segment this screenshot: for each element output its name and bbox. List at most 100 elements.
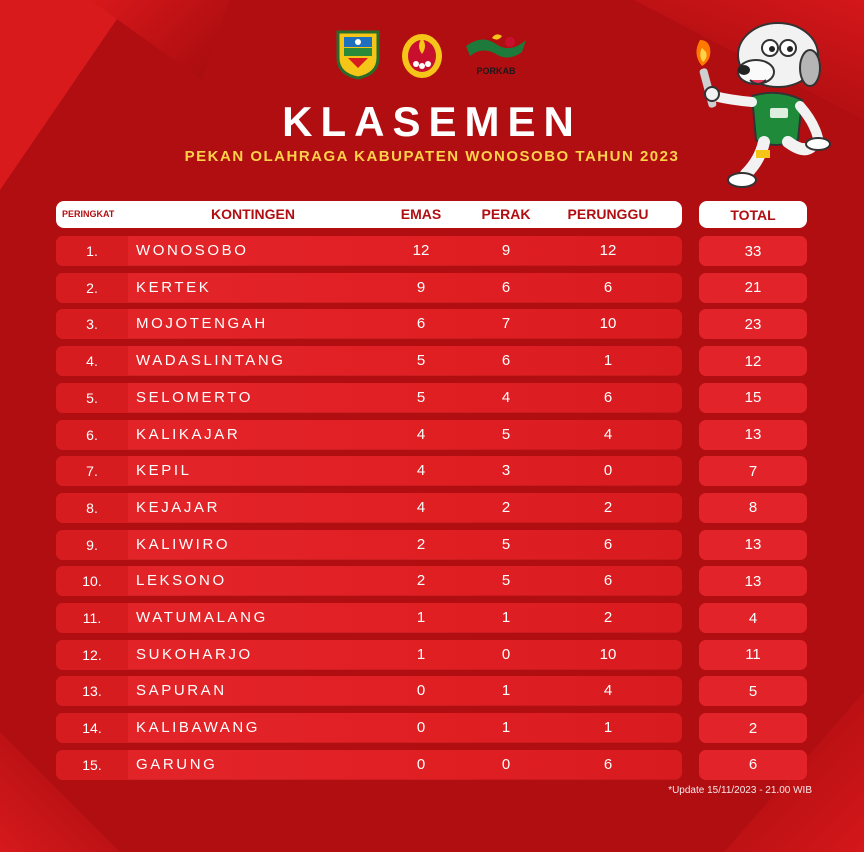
- porkab-logo-icon: PORKAB: [466, 34, 526, 76]
- row-perunggu: 4: [603, 425, 613, 443]
- row-rank: 1.: [56, 236, 128, 266]
- row-main: 14. KALIBAWANG 0 1 1: [56, 713, 682, 744]
- table-row: 3. MOJOTENGAH 6 7 10 23: [0, 309, 864, 340]
- row-main: 13. SAPURAN 0 1 4: [56, 676, 682, 707]
- row-total: 12: [699, 346, 807, 377]
- row-perak: 1: [501, 719, 511, 737]
- row-total: 13: [699, 566, 807, 597]
- row-perak: 6: [501, 352, 511, 370]
- row-perunggu: 6: [603, 572, 613, 590]
- row-perunggu: 10: [599, 645, 617, 663]
- row-perak: 1: [501, 609, 511, 626]
- bg-shape-top-left-inner: [90, 0, 230, 80]
- row-emas: 0: [416, 719, 426, 737]
- table-row: 12. SUKOHARJO 1 0 10 11: [0, 639, 864, 670]
- row-kontingen: SELOMERTO: [136, 388, 254, 406]
- row-main: 7. KEPIL 4 3 0: [56, 456, 682, 487]
- row-main: 8. KEJAJAR 4 2 2: [56, 492, 682, 523]
- row-kontingen: KEPIL: [136, 462, 192, 480]
- row-perunggu: 10: [599, 315, 617, 333]
- row-emas: 1: [416, 609, 426, 626]
- row-kontingen: WADASLINTANG: [136, 352, 286, 370]
- row-total: 6: [699, 749, 807, 780]
- row-perak: 5: [501, 572, 511, 590]
- koni-emblem-icon: [402, 34, 442, 78]
- row-kontingen: LEKSONO: [136, 572, 227, 590]
- row-total: 23: [699, 309, 807, 340]
- row-rank: 8.: [56, 492, 128, 523]
- row-main: 1. WONOSOBO 12 9 12: [56, 236, 682, 266]
- table-row: 1. WONOSOBO 12 9 12 33: [0, 236, 864, 266]
- row-rank: 10.: [56, 566, 128, 597]
- row-main: 6. KALIKAJAR 4 5 4: [56, 419, 682, 450]
- row-main: 5. SELOMERTO 5 4 6: [56, 382, 682, 413]
- row-emas: 5: [416, 352, 426, 370]
- table-row: 4. WADASLINTANG 5 6 1 12: [0, 346, 864, 377]
- row-kontingen: MOJOTENGAH: [136, 315, 268, 333]
- row-kontingen: GARUNG: [136, 755, 218, 773]
- row-kontingen: WATUMALANG: [136, 609, 268, 626]
- row-perak: 4: [501, 388, 511, 406]
- row-emas: 4: [416, 498, 426, 516]
- page-subtitle: PEKAN OLAHRAGA KABUPATEN WONOSOBO TAHUN …: [184, 148, 680, 165]
- row-rank: 9.: [56, 529, 128, 560]
- row-perak: 0: [501, 755, 511, 773]
- table-row: 5. SELOMERTO 5 4 6 15: [0, 382, 864, 413]
- row-total: 7: [699, 456, 807, 487]
- row-rank: 15.: [56, 749, 128, 780]
- table-header: PERINGKAT KONTINGEN EMAS PERAK PERUNGGU: [56, 201, 682, 228]
- row-perunggu: 6: [603, 388, 613, 406]
- row-total: 8: [699, 492, 807, 523]
- row-kontingen: KALIWIRO: [136, 535, 231, 553]
- row-perak: 6: [501, 278, 511, 296]
- row-kontingen: SAPURAN: [136, 682, 227, 700]
- row-rank: 3.: [56, 309, 128, 340]
- row-perunggu: 2: [603, 609, 613, 626]
- row-perunggu: 0: [603, 462, 613, 480]
- row-emas: 0: [416, 755, 426, 773]
- update-note: *Update 15/11/2023 - 21.00 WIB: [668, 785, 812, 796]
- row-total: 13: [699, 419, 807, 450]
- row-main: 9. KALIWIRO 2 5 6: [56, 529, 682, 560]
- row-emas: 4: [416, 425, 426, 443]
- row-rank: 12.: [56, 639, 128, 670]
- row-main: 2. KERTEK 9 6 6: [56, 272, 682, 303]
- table-row: 9. KALIWIRO 2 5 6 13: [0, 529, 864, 560]
- row-total: 13: [699, 529, 807, 560]
- table-row: 8. KEJAJAR 4 2 2 8: [0, 492, 864, 523]
- row-emas: 1: [416, 645, 426, 663]
- row-perak: 5: [501, 535, 511, 553]
- table-row: 7. KEPIL 4 3 0 7: [0, 456, 864, 487]
- row-kontingen: KALIBAWANG: [136, 719, 261, 737]
- row-emas: 2: [416, 535, 426, 553]
- table-row: 14. KALIBAWANG 0 1 1 2: [0, 713, 864, 744]
- row-perak: 3: [501, 462, 511, 480]
- row-emas: 4: [416, 462, 426, 480]
- row-total: 15: [699, 382, 807, 413]
- row-perak: 2: [501, 498, 511, 516]
- logo-bar: PORKAB: [334, 28, 530, 80]
- row-main: 15. GARUNG 0 0 6: [56, 749, 682, 780]
- row-perunggu: 6: [603, 535, 613, 553]
- row-emas: 12: [412, 242, 430, 259]
- table-row: 11. WATUMALANG 1 1 2 4: [0, 603, 864, 633]
- row-perunggu: 1: [603, 719, 613, 737]
- row-emas: 9: [416, 278, 426, 296]
- row-rank: 11.: [56, 603, 128, 633]
- row-perak: 0: [501, 645, 511, 663]
- table-row: 10. LEKSONO 2 5 6 13: [0, 566, 864, 597]
- row-main: 10. LEKSONO 2 5 6: [56, 566, 682, 597]
- row-perak: 1: [501, 682, 511, 700]
- row-main: 3. MOJOTENGAH 6 7 10: [56, 309, 682, 340]
- row-total: 21: [699, 272, 807, 303]
- row-rank: 14.: [56, 713, 128, 744]
- header-total: TOTAL: [699, 201, 807, 228]
- row-kontingen: WONOSOBO: [136, 242, 249, 259]
- row-main: 12. SUKOHARJO 1 0 10: [56, 639, 682, 670]
- row-emas: 2: [416, 572, 426, 590]
- row-rank: 4.: [56, 346, 128, 377]
- svg-text:PORKAB: PORKAB: [476, 66, 516, 76]
- table-row: 13. SAPURAN 0 1 4 5: [0, 676, 864, 707]
- regency-crest-icon: [336, 30, 380, 80]
- page-title: KLASEMEN: [282, 98, 582, 145]
